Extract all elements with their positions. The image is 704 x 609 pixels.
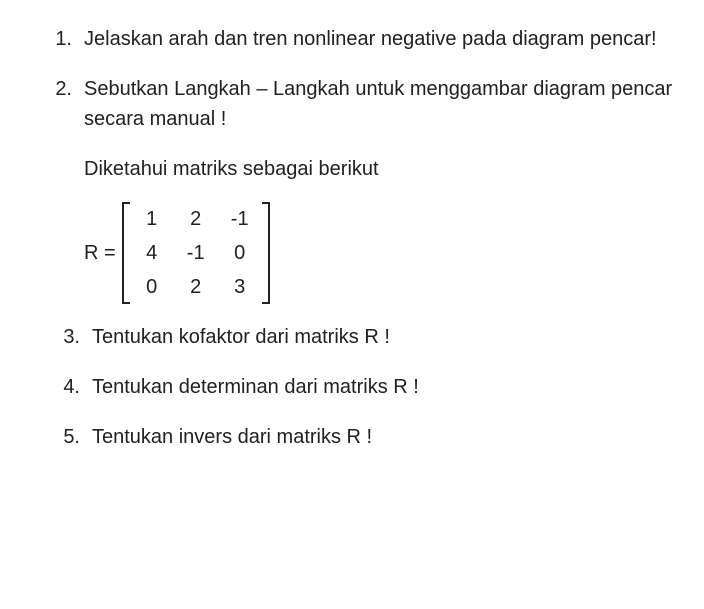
matrix-body: 1 2 -1 4 -1 0 0 2 3 [122,202,270,304]
question-1-text: Jelaskan arah dan tren nonlinear negativ… [84,24,674,54]
matrix-cell: 4 [130,236,174,270]
question-1: 1. Jelaskan arah dan tren nonlinear nega… [30,24,674,54]
matrix-row: 4 -1 0 [130,236,262,270]
question-2-text: Sebutkan Langkah – Langkah untuk menggam… [84,74,674,134]
matrix-cell: 2 [174,270,218,304]
matrix-row: 0 2 3 [130,270,262,304]
matrix-label: R = [84,238,116,268]
matrix-row: 1 2 -1 [130,202,262,236]
matrix-cell: 3 [218,270,262,304]
question-1-number: 1. [30,24,84,54]
matrix-cell: -1 [218,202,262,236]
matrix-cell: 1 [130,202,174,236]
matrix-table: 1 2 -1 4 -1 0 0 2 3 [130,202,262,304]
bracket-right-icon [264,202,270,304]
question-3: 3. Tentukan kofaktor dari matriks R ! [38,322,674,352]
bracket-left-icon [122,202,128,304]
question-4-text: Tentukan determinan dari matriks R ! [92,372,674,402]
question-2: 2. Sebutkan Langkah – Langkah untuk meng… [30,74,674,134]
matrix-cell: 0 [218,236,262,270]
question-4: 4. Tentukan determinan dari matriks R ! [38,372,674,402]
matrix-intro-text: Diketahui matriks sebagai berikut [30,154,674,184]
matrix-R: R = 1 2 -1 4 -1 0 0 2 3 [30,202,674,304]
question-4-number: 4. [38,372,92,402]
question-3-text: Tentukan kofaktor dari matriks R ! [92,322,674,352]
question-5: 5. Tentukan invers dari matriks R ! [38,422,674,452]
matrix-cell: 0 [130,270,174,304]
question-3-number: 3. [38,322,92,352]
matrix-cell: 2 [174,202,218,236]
question-5-number: 5. [38,422,92,452]
matrix-cell: -1 [174,236,218,270]
question-2-number: 2. [30,74,84,134]
question-5-text: Tentukan invers dari matriks R ! [92,422,674,452]
